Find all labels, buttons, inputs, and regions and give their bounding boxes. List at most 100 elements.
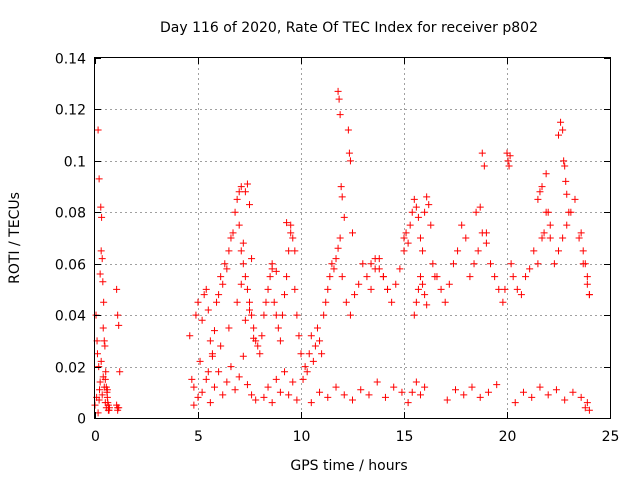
data-point bbox=[250, 324, 258, 332]
data-point bbox=[219, 391, 227, 399]
data-point bbox=[466, 273, 474, 281]
data-point bbox=[433, 273, 441, 281]
y-tick-label: 0.04 bbox=[55, 309, 86, 325]
data-point bbox=[371, 255, 379, 263]
data-point bbox=[272, 375, 280, 383]
data-point bbox=[388, 298, 396, 306]
data-point bbox=[474, 247, 482, 255]
data-point bbox=[437, 285, 445, 293]
data-point bbox=[322, 298, 330, 306]
data-point bbox=[291, 285, 299, 293]
data-point bbox=[443, 396, 451, 404]
x-axis-ticks: 0 5 10 15 20 25 bbox=[91, 58, 619, 445]
data-point bbox=[571, 195, 579, 203]
data-point bbox=[198, 388, 206, 396]
data-point bbox=[98, 255, 106, 263]
data-point bbox=[274, 324, 282, 332]
data-point bbox=[252, 396, 260, 404]
data-point bbox=[235, 188, 243, 196]
data-point bbox=[344, 126, 352, 134]
data-point bbox=[493, 381, 501, 389]
data-point bbox=[342, 298, 350, 306]
data-point bbox=[579, 247, 587, 255]
data-point bbox=[561, 396, 569, 404]
data-point bbox=[346, 311, 354, 319]
data-point bbox=[264, 285, 272, 293]
data-point bbox=[237, 183, 245, 191]
data-point bbox=[421, 383, 429, 391]
data-point bbox=[363, 273, 371, 281]
data-point bbox=[528, 393, 536, 401]
data-point bbox=[505, 162, 513, 170]
data-point bbox=[307, 332, 315, 340]
data-point bbox=[293, 311, 301, 319]
data-point bbox=[268, 399, 276, 407]
data-point bbox=[559, 234, 567, 242]
data-point bbox=[188, 375, 196, 383]
data-point bbox=[536, 188, 544, 196]
data-point bbox=[540, 229, 548, 237]
data-point bbox=[95, 363, 103, 371]
data-point bbox=[194, 393, 202, 401]
data-point bbox=[320, 311, 328, 319]
data-point bbox=[208, 352, 216, 360]
data-point bbox=[202, 285, 210, 293]
data-point bbox=[237, 247, 245, 255]
data-point bbox=[287, 221, 295, 229]
data-point bbox=[408, 388, 416, 396]
data-point bbox=[499, 298, 507, 306]
data-point bbox=[293, 396, 301, 404]
y-tick-label: 0.1 bbox=[64, 155, 86, 171]
data-point bbox=[198, 316, 206, 324]
data-point bbox=[258, 332, 266, 340]
data-point bbox=[375, 265, 383, 273]
data-point bbox=[101, 342, 109, 350]
x-tick-label: 10 bbox=[293, 429, 311, 445]
data-point bbox=[227, 363, 235, 371]
data-point bbox=[202, 375, 210, 383]
data-point bbox=[484, 388, 492, 396]
data-point bbox=[239, 260, 247, 268]
data-point bbox=[414, 213, 422, 221]
data-point bbox=[225, 247, 233, 255]
data-point bbox=[311, 342, 319, 350]
data-point bbox=[583, 399, 591, 407]
data-point bbox=[324, 285, 332, 293]
data-point bbox=[246, 201, 253, 209]
data-point bbox=[256, 350, 264, 358]
chart-title: Day 116 of 2020, Rate Of TEC Index for r… bbox=[160, 20, 538, 36]
data-point bbox=[357, 386, 365, 394]
data-point bbox=[506, 152, 514, 160]
data-point bbox=[482, 229, 490, 237]
data-point bbox=[345, 149, 353, 157]
data-point bbox=[351, 291, 359, 299]
x-axis-label: GPS time / hours bbox=[290, 458, 407, 474]
data-point bbox=[445, 280, 453, 288]
data-point bbox=[243, 381, 251, 389]
data-point bbox=[101, 399, 109, 407]
data-point bbox=[289, 234, 297, 242]
data-point bbox=[95, 175, 103, 183]
data-point bbox=[217, 342, 225, 350]
data-point bbox=[460, 391, 468, 399]
data-point bbox=[241, 316, 249, 324]
data-point bbox=[103, 386, 111, 394]
data-point bbox=[102, 368, 110, 376]
data-point bbox=[577, 393, 585, 401]
data-point bbox=[206, 399, 214, 407]
data-point bbox=[94, 126, 102, 134]
data-point bbox=[99, 373, 107, 381]
data-point bbox=[276, 388, 284, 396]
data-point bbox=[557, 118, 565, 126]
data-point bbox=[97, 203, 105, 211]
data-point bbox=[99, 324, 107, 332]
data-point bbox=[421, 291, 429, 299]
data-point bbox=[513, 285, 521, 293]
data-point bbox=[367, 260, 375, 268]
data-point bbox=[583, 280, 591, 288]
data-point bbox=[522, 273, 530, 281]
data-point bbox=[534, 195, 542, 203]
data-point bbox=[309, 357, 317, 365]
data-point bbox=[560, 157, 568, 165]
